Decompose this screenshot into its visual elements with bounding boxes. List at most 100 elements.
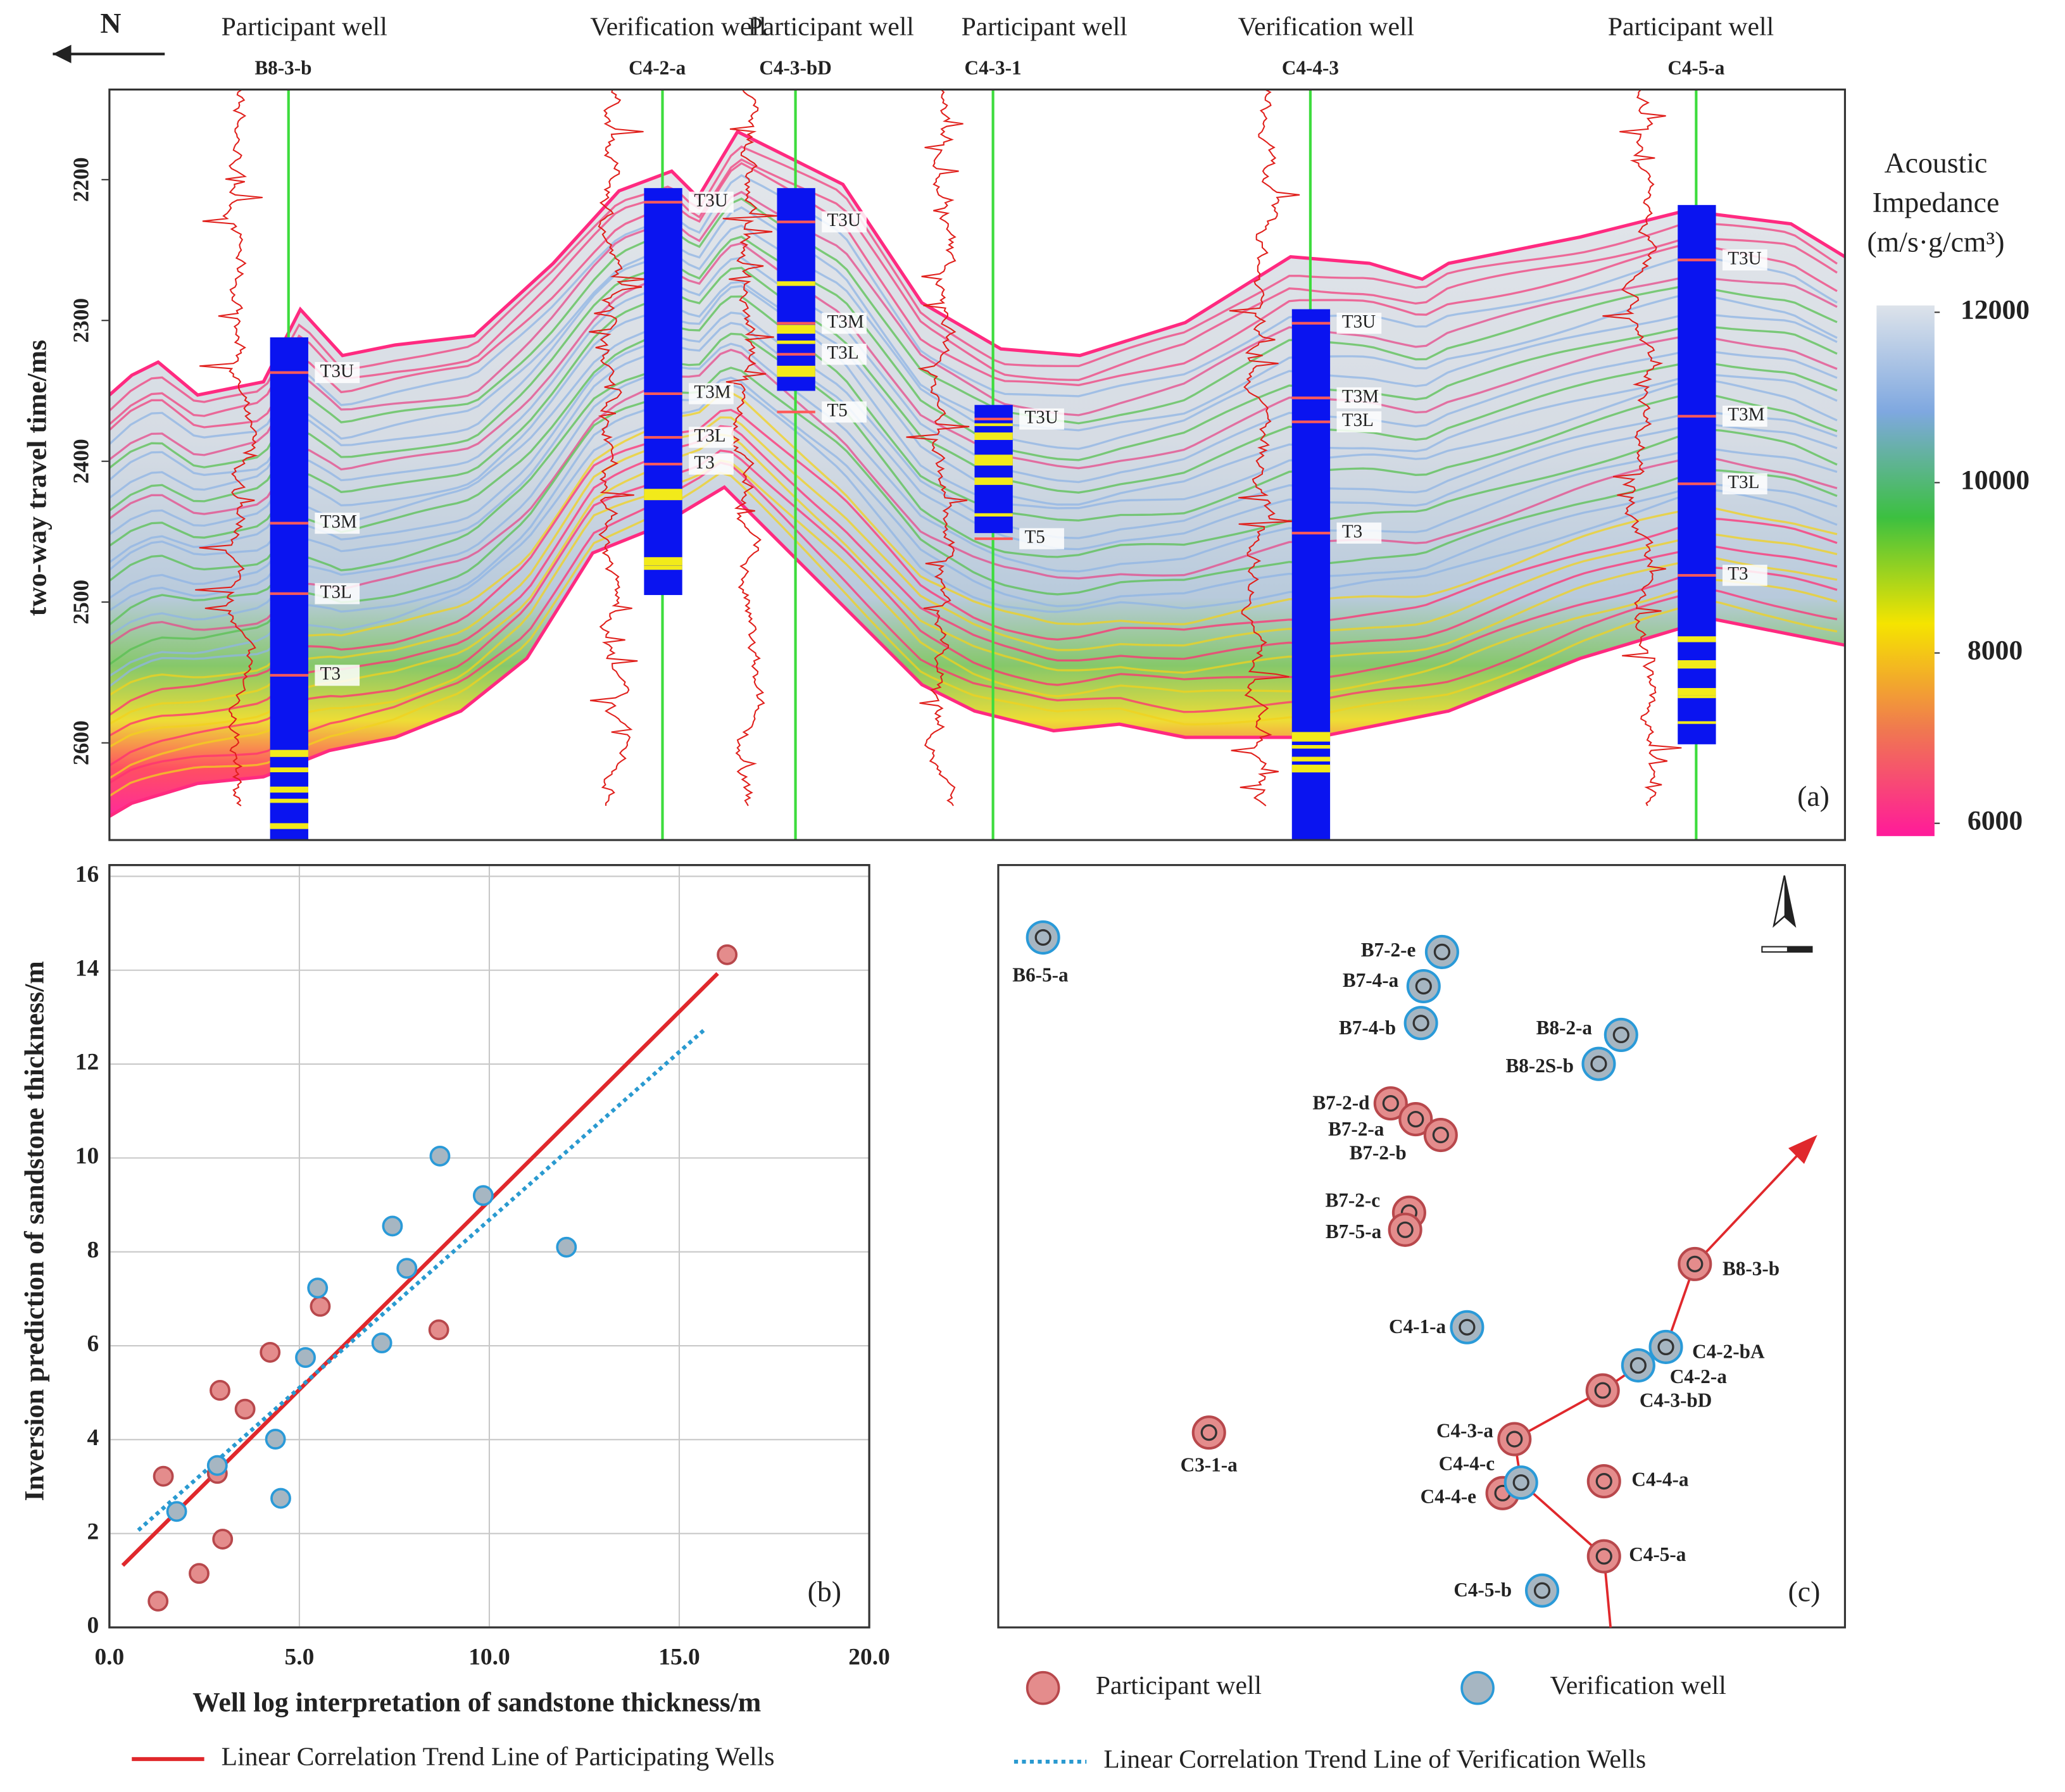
y-tick-label: 14 <box>75 955 99 981</box>
well-marker <box>1450 1310 1484 1344</box>
column-stripe <box>1291 744 1331 749</box>
column-stripe <box>1678 663 1716 669</box>
data-point <box>210 1380 230 1401</box>
well-marker <box>1388 1212 1422 1247</box>
horizon-label-bg <box>315 361 360 384</box>
horizon-label-bg <box>1019 408 1064 430</box>
well-label: C4-4-c <box>1439 1452 1495 1474</box>
horizon-label-bg <box>315 512 360 534</box>
horizon-label: T3 <box>1342 522 1362 542</box>
horizon-label-bg <box>1722 405 1767 427</box>
y-axis-label: two-way travel time/ms <box>22 340 53 617</box>
column-stripe <box>777 365 815 371</box>
data-point <box>234 1398 256 1420</box>
well-marker-inner <box>1412 1015 1429 1032</box>
x-tick-label: 10.0 <box>468 1645 510 1670</box>
horizon-label-bg <box>822 313 867 334</box>
seismic-reflector <box>109 158 1838 425</box>
seismic-reflector <box>109 348 1838 645</box>
y-tick-label: 2300 <box>68 298 93 343</box>
horizon-label: T3M <box>1728 404 1764 425</box>
horizon-label-bg <box>315 583 360 605</box>
column-stripe <box>270 786 308 793</box>
seismic-reflector <box>109 256 1838 536</box>
horizon-label: T3U <box>827 210 861 230</box>
column-stripe <box>1291 765 1331 773</box>
well-role: Participant well <box>962 11 1127 41</box>
y-tick-label: 0 <box>87 1613 99 1639</box>
well-marker-inner <box>1657 1338 1674 1356</box>
column-stripe <box>270 749 308 757</box>
north-arrow-head <box>53 44 72 63</box>
column-stripe <box>777 325 815 329</box>
legend-label: Verification well <box>1550 1670 1726 1700</box>
y-tick-label: 4 <box>87 1425 99 1451</box>
well-marker-inner <box>1590 1055 1607 1072</box>
well-column <box>270 337 308 841</box>
well-marker <box>1406 968 1441 1004</box>
column-stripe <box>644 560 682 566</box>
well-column <box>1678 204 1716 744</box>
well-name: C4-3-1 <box>965 56 1022 78</box>
y-axis-label: Inversion prediction of sandstone thickn… <box>19 961 49 1501</box>
column-stripe <box>974 513 1013 517</box>
x-tick-label: 0.0 <box>94 1645 124 1670</box>
well-marker <box>1423 1117 1458 1153</box>
horizon-label: T3L <box>827 342 859 363</box>
well-marker-inner <box>1432 1126 1449 1144</box>
colorbar-tick-label: 6000 <box>1968 806 2023 836</box>
column-stripe <box>777 327 815 334</box>
seismic-reflector <box>109 266 1838 547</box>
colorbar-tick-label: 12000 <box>1961 294 2030 325</box>
well-map <box>1026 920 1817 1628</box>
well-marker-inner <box>1686 1255 1704 1272</box>
seismic-reflector <box>109 376 1838 677</box>
compass <box>1761 875 1813 953</box>
column-stripe <box>1291 732 1331 737</box>
well-marker-inner <box>1595 1548 1612 1565</box>
well-marker <box>1648 1329 1683 1364</box>
data-point <box>148 1591 169 1612</box>
data-point <box>270 1488 291 1509</box>
well-label: C4-2-bA <box>1692 1340 1765 1362</box>
horizon-label-bg <box>689 191 734 213</box>
well-column <box>777 188 815 391</box>
data-point <box>153 1465 174 1487</box>
seismic-reflector <box>109 311 1838 599</box>
horizon-label: T3M <box>320 511 357 532</box>
data-point <box>310 1296 331 1317</box>
colorbar-title: Acoustic <box>1885 147 1988 179</box>
panel-label: (c) <box>1788 1575 1821 1607</box>
well-log <box>906 89 970 806</box>
well-marker <box>1497 1422 1532 1457</box>
data-point <box>428 1319 449 1341</box>
well-marker-inner <box>1512 1474 1529 1491</box>
data-point <box>429 1145 451 1167</box>
seismic-reflector <box>109 461 1838 784</box>
colorbar-tick-label: 8000 <box>1968 636 2023 666</box>
data-point <box>382 1215 403 1237</box>
seismic-reflector <box>109 161 1838 431</box>
data-point <box>556 1236 577 1258</box>
well-marker <box>1373 1086 1408 1121</box>
seismic-reflector <box>109 384 1838 687</box>
horizon-label: T3M <box>694 382 731 403</box>
y-tick-label: 2 <box>87 1519 99 1545</box>
well-marker-inner <box>1612 1026 1629 1044</box>
horizon-label-bg <box>1336 313 1382 334</box>
column-stripe <box>644 494 682 499</box>
well-role: Participant well <box>222 11 387 41</box>
column-stripe <box>974 432 1013 441</box>
well-label: C4-5-a <box>1629 1543 1686 1565</box>
well-label: B7-2-d <box>1312 1091 1369 1113</box>
section-arrow <box>1788 1135 1817 1164</box>
well-marker-inner <box>1595 1472 1612 1490</box>
seismic-reflector <box>109 367 1838 665</box>
column-stripe <box>270 798 308 803</box>
seismic-reflector <box>109 322 1838 611</box>
horizon-label-bg <box>1336 411 1382 433</box>
well-marker-inner <box>1415 977 1432 995</box>
horizon-label: T3M <box>1342 386 1379 406</box>
well-label: C4-4-e <box>1421 1485 1476 1507</box>
seismic-reflector <box>109 145 1838 412</box>
